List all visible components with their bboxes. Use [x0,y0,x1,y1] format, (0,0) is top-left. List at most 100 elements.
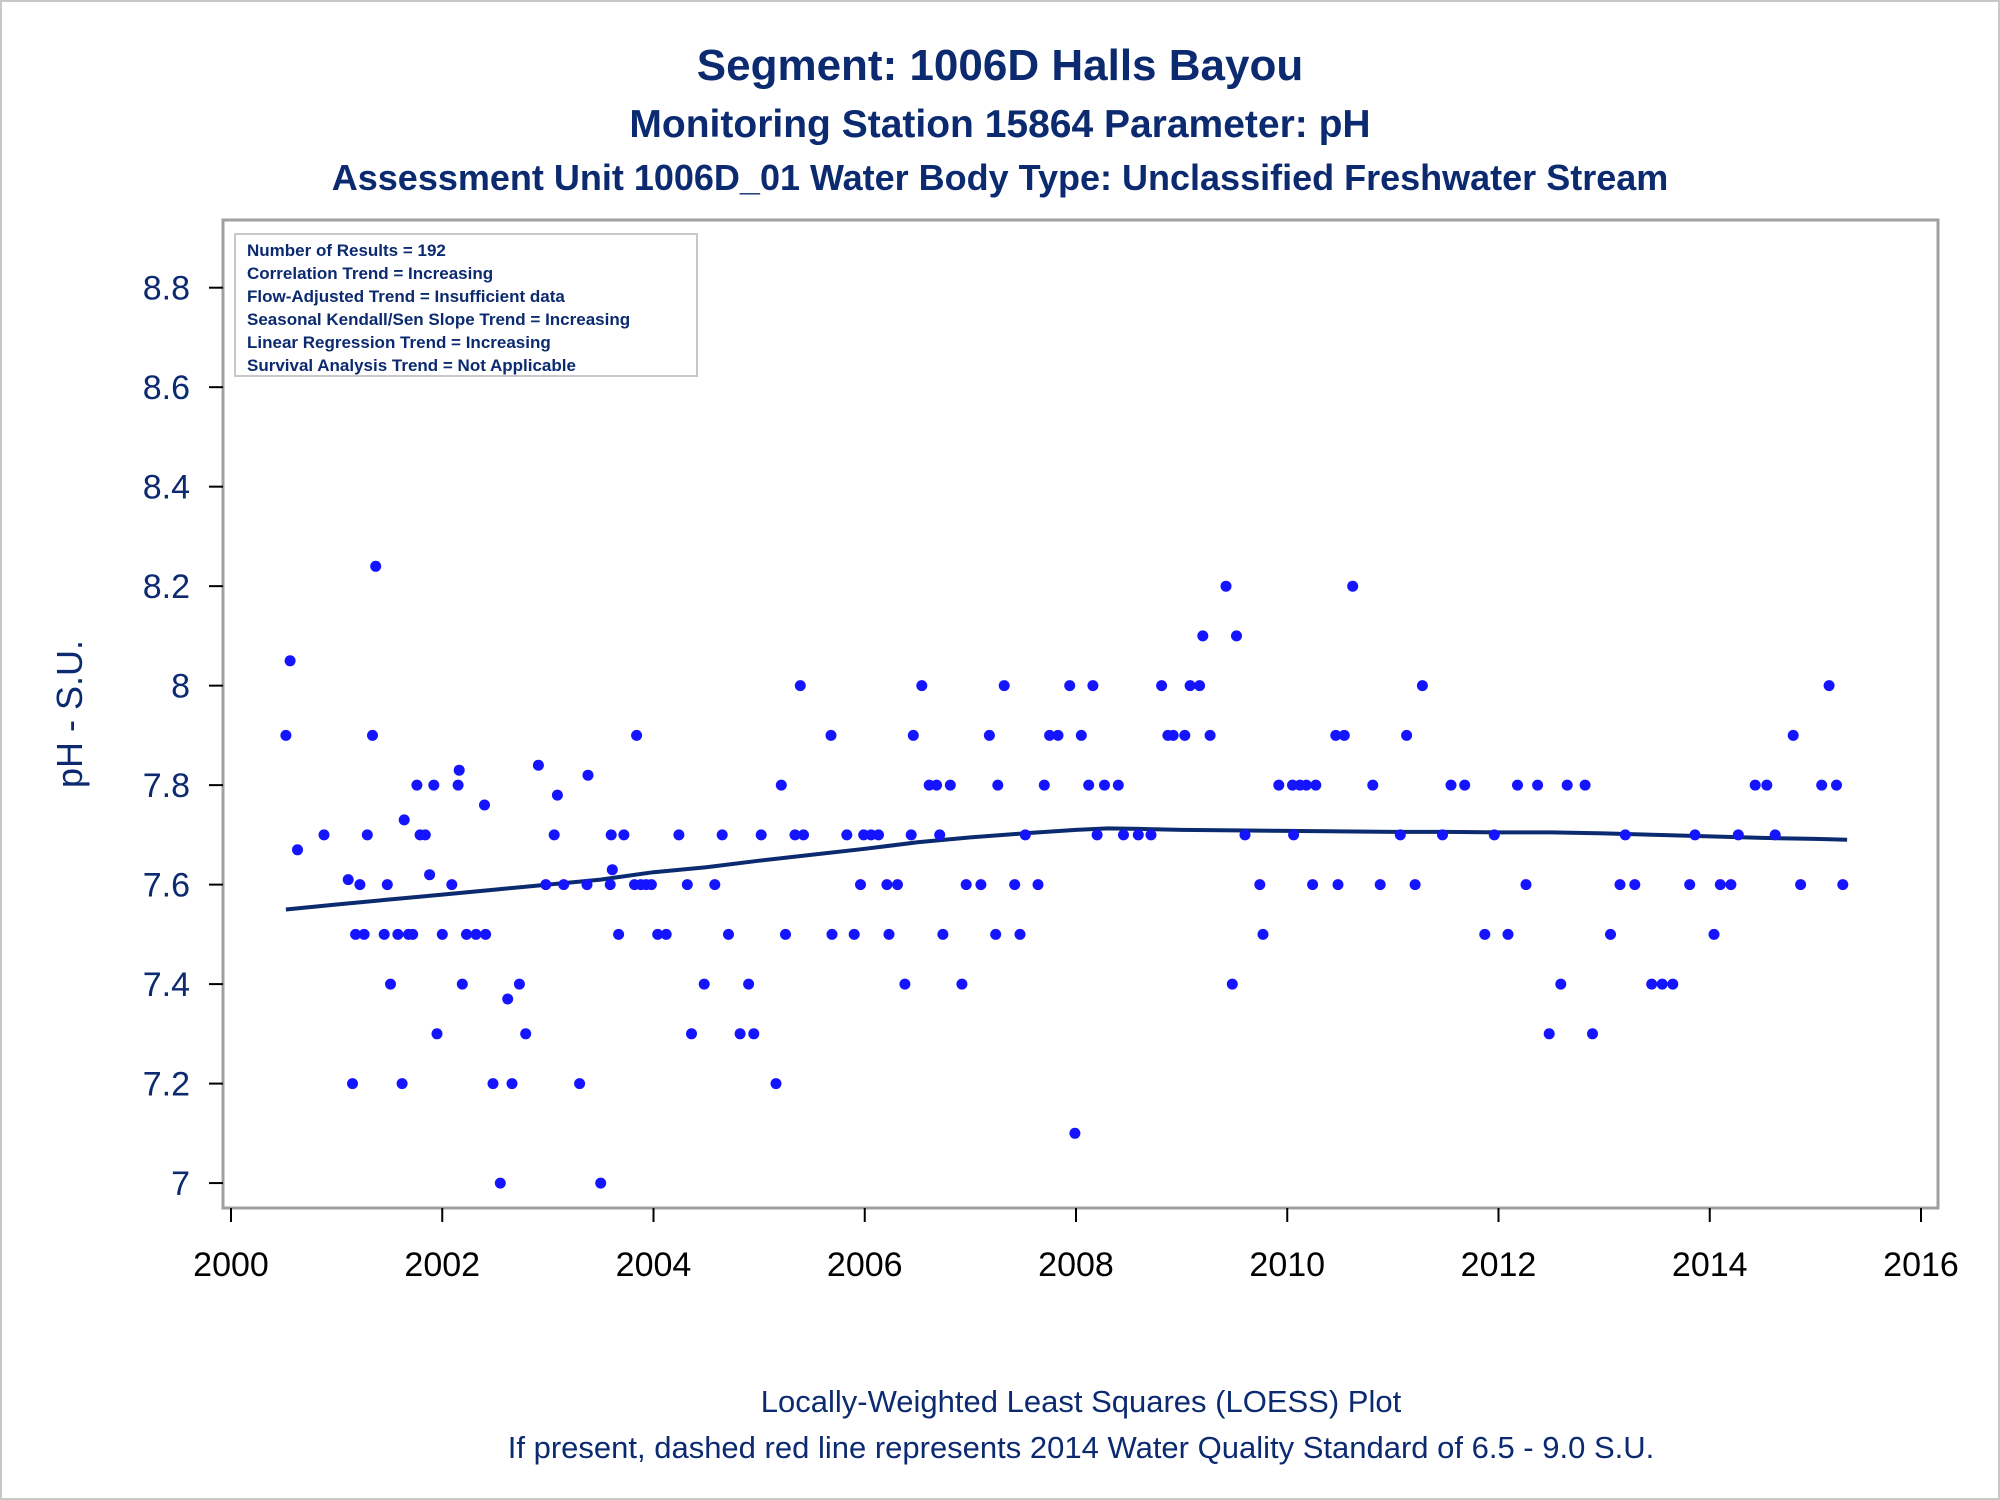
data-point [1831,779,1842,791]
data-point [502,993,514,1005]
data-point [1179,729,1191,741]
y-tick-label: 7.8 [143,767,190,805]
data-point [354,879,366,891]
data-point [419,829,431,841]
data-point [431,1028,443,1040]
y-tick-label: 8.4 [143,469,190,507]
data-point [1656,978,1668,990]
data-point [1437,829,1448,841]
data-point [318,829,330,841]
data-point [1167,729,1179,741]
data-point [755,829,767,841]
data-point [998,680,1010,692]
data-point [1014,928,1026,940]
data-point [378,928,390,940]
y-tick-label: 7.2 [143,1066,190,1104]
data-point [686,1028,697,1040]
data-point [789,829,801,841]
y-tick-label: 7.6 [143,867,190,905]
data-point [428,779,440,791]
data-point [358,928,370,940]
data-point [581,879,593,891]
data-point [446,879,458,891]
y-axis: 7 7.2 7.4 7.6 7.8 8 8.2 8.4 8.6 8.8 [143,270,223,1203]
footnote-loess: Locally-Weighted Least Squares (LOESS) P… [761,1384,1402,1419]
data-point [1605,928,1616,940]
data-point [1300,779,1312,791]
data-point [743,978,755,990]
data-point [975,879,987,891]
data-point [1156,680,1168,692]
data-point [1488,829,1500,841]
data-point [1479,928,1491,940]
data-point [1732,829,1744,841]
data-point [1254,879,1266,891]
data-point [1761,779,1773,791]
data-point [645,879,657,891]
data-point [734,1028,746,1040]
data-point [407,928,419,940]
data-point [1374,879,1386,891]
y-tick-label: 8.6 [143,369,190,407]
data-point [506,1078,518,1090]
chart-subtitle-station: Monitoring Station 15864 Parameter: pH [629,103,1370,146]
stats-inset-line: Correlation Trend = Increasing [247,264,493,283]
data-point [1749,779,1761,791]
data-point [1667,978,1679,990]
data-point [548,829,560,841]
data-point [892,879,903,891]
data-point [631,729,643,741]
data-point [1646,978,1658,990]
data-point [983,729,995,741]
data-point [456,978,468,990]
data-point [284,655,296,667]
data-point [723,928,734,940]
data-point [1338,729,1350,741]
data-point [367,729,378,741]
x-tick-label: 2016 [1883,1246,1959,1284]
data-point [1795,879,1807,891]
data-point [1204,729,1216,741]
data-point [1197,630,1209,642]
data-point [1064,680,1076,692]
data-point [1459,779,1471,791]
data-point [411,779,423,791]
loess-series [285,826,1848,912]
data-point [1226,978,1238,990]
data-point [1629,879,1641,891]
x-axis: 2000 2002 2004 2006 2008 2010 2012 2014 2016 [193,1208,1959,1284]
stats-inset-line: Flow-Adjusted Trend = Insufficient data [247,287,565,306]
chart-title: Segment: 1006D Halls Bayou [697,41,1303,90]
data-point [1194,680,1206,692]
data-point [1520,879,1532,891]
data-point [551,789,563,801]
data-point [452,779,464,791]
data-point [480,928,492,940]
data-point [1091,829,1103,841]
data-point [1561,779,1573,791]
data-point [944,779,956,791]
data-point [698,978,710,990]
data-point [1231,630,1242,642]
data-point [1714,879,1726,891]
data-point [1009,879,1021,891]
data-point [1579,779,1591,791]
data-point [1367,779,1379,791]
data-point [660,928,672,940]
data-point [1239,829,1251,841]
data-point [1032,879,1044,891]
data-point [1416,680,1428,692]
data-point [916,680,928,692]
data-point [873,829,884,841]
data-point [280,729,292,741]
data-point [1787,729,1799,741]
x-tick-label: 2014 [1672,1246,1748,1284]
data-point [992,779,1004,791]
data-point [907,729,919,741]
chart-subtitle-assessment-unit: Assessment Unit 1006D_01 Water Body Type… [332,157,1669,198]
data-point [1689,829,1701,841]
data-point [513,978,525,990]
data-point [370,560,382,572]
data-point [1052,729,1064,741]
